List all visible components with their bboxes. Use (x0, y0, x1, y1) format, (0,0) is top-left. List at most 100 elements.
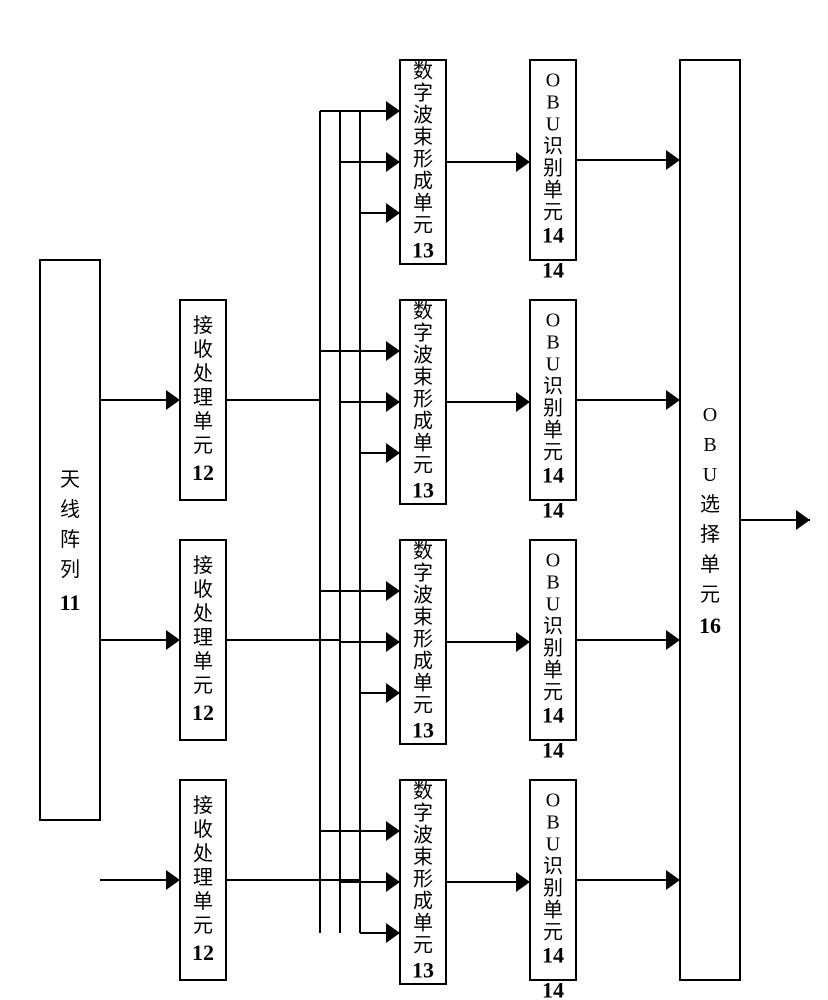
label-char: 理 (193, 387, 213, 409)
label-char: B (546, 572, 559, 594)
label-char: 字 (413, 802, 433, 825)
label-char: B (546, 332, 559, 354)
label-char: 元 (413, 215, 433, 237)
label-char: O (546, 310, 560, 332)
label-char: 数 (413, 60, 433, 83)
label-num: 12 (192, 460, 214, 485)
label-char: 单 (700, 553, 720, 576)
label-char: 单 (543, 659, 563, 682)
label-char: 别 (543, 877, 563, 900)
label-char: 元 (193, 915, 213, 937)
label-char: 束 (413, 126, 433, 149)
obu-select-box (680, 60, 740, 980)
label-char: 波 (413, 344, 433, 367)
label-char: 元 (700, 584, 720, 606)
label-num: 12 (192, 940, 214, 965)
label-num: 14 (542, 258, 564, 283)
label-char: 处 (193, 362, 213, 385)
label-char: 单 (413, 432, 433, 455)
label-char: 单 (193, 650, 213, 673)
label-char: 元 (413, 935, 433, 957)
label-num: 13 (412, 958, 434, 983)
label-char: 波 (413, 824, 433, 847)
label-char: 单 (413, 192, 433, 215)
label-char: 形 (413, 148, 433, 171)
label-num: 14 (542, 498, 564, 523)
label-char: 识 (543, 136, 563, 158)
label-char: 元 (413, 455, 433, 477)
label-char: 字 (413, 322, 433, 345)
label-num: 11 (60, 590, 81, 615)
label-char: 收 (193, 578, 213, 601)
label-num: 13 (412, 718, 434, 743)
label-char: 元 (543, 922, 563, 944)
label-char: 识 (543, 616, 563, 638)
label-char: 字 (413, 82, 433, 105)
label-char: 形 (413, 388, 433, 411)
label-char: 形 (413, 868, 433, 891)
label-num: 14 (542, 223, 564, 248)
label-char: 收 (193, 818, 213, 841)
label-char: 识 (543, 856, 563, 878)
label-char: 单 (193, 890, 213, 913)
diagram-canvas: 天线阵列11接收处理单元12接收处理单元12接收处理单元12数字波束形成单元13… (0, 0, 828, 1000)
label-char: 元 (193, 435, 213, 457)
label-char: 数 (413, 780, 433, 803)
label-char: 元 (543, 202, 563, 224)
label-char: 接 (193, 554, 213, 577)
label-char: 接 (193, 314, 213, 337)
label-char: 成 (413, 170, 433, 193)
label-char: O (546, 790, 560, 812)
label-char: 数 (413, 300, 433, 323)
label-char: 天 (60, 469, 80, 491)
label-num: 14 (542, 978, 564, 1000)
label-num: 14 (542, 943, 564, 968)
label-char: 单 (543, 899, 563, 922)
label-num: 13 (412, 478, 434, 503)
label-char: 字 (413, 562, 433, 585)
label-char: 成 (413, 650, 433, 673)
label-char: 元 (543, 682, 563, 704)
label-char: 元 (193, 675, 213, 697)
label-char: 束 (413, 366, 433, 389)
label-char: 波 (413, 584, 433, 607)
label-char: U (703, 464, 718, 486)
label-char: U (546, 114, 561, 136)
label-char: 识 (543, 376, 563, 398)
label-char: 择 (700, 523, 720, 546)
label-char: 单 (543, 419, 563, 442)
label-char: 选 (700, 493, 720, 516)
label-num: 14 (542, 738, 564, 763)
label-char: 单 (193, 410, 213, 433)
label-num: 16 (699, 613, 721, 638)
label-char: 理 (193, 867, 213, 889)
label-char: B (546, 812, 559, 834)
label-char: 束 (413, 846, 433, 869)
label-num: 13 (412, 238, 434, 263)
label-char: 单 (543, 179, 563, 202)
label-char: U (546, 594, 561, 616)
label-char: B (546, 92, 559, 114)
label-char: 阵 (60, 528, 80, 551)
label-char: 元 (543, 442, 563, 464)
label-char: U (546, 354, 561, 376)
label-char: 线 (60, 498, 80, 521)
label-char: O (703, 404, 717, 426)
label-num: 12 (192, 700, 214, 725)
label-num: 14 (542, 703, 564, 728)
label-char: 处 (193, 602, 213, 625)
label-char: 波 (413, 104, 433, 127)
label-char: 别 (543, 637, 563, 660)
label-char: U (546, 834, 561, 856)
label-char: 处 (193, 842, 213, 865)
label-char: 单 (413, 912, 433, 935)
label-char: B (703, 434, 716, 456)
label-char: 理 (193, 627, 213, 649)
label-char: 元 (413, 695, 433, 717)
label-char: O (546, 550, 560, 572)
label-num: 14 (542, 463, 564, 488)
label-char: 形 (413, 628, 433, 651)
label-char: 列 (60, 558, 80, 581)
label-char: 收 (193, 338, 213, 361)
label-char: 数 (413, 540, 433, 563)
